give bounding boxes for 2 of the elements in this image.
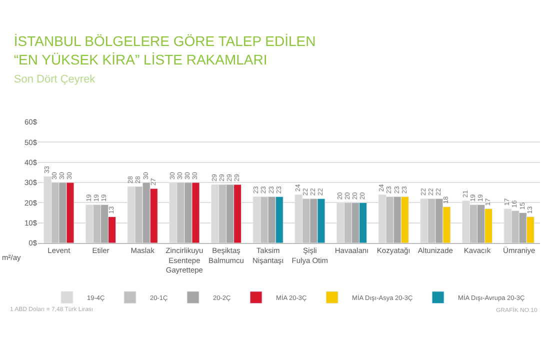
chart-subtitle: Son Dört Çeyrek bbox=[14, 74, 96, 86]
chart-title: İSTANBUL BÖLGELERE GÖRE TALEP EDİLEN “EN YÜKSEK KİRA” LİSTE RAKAMLARI bbox=[14, 33, 316, 68]
